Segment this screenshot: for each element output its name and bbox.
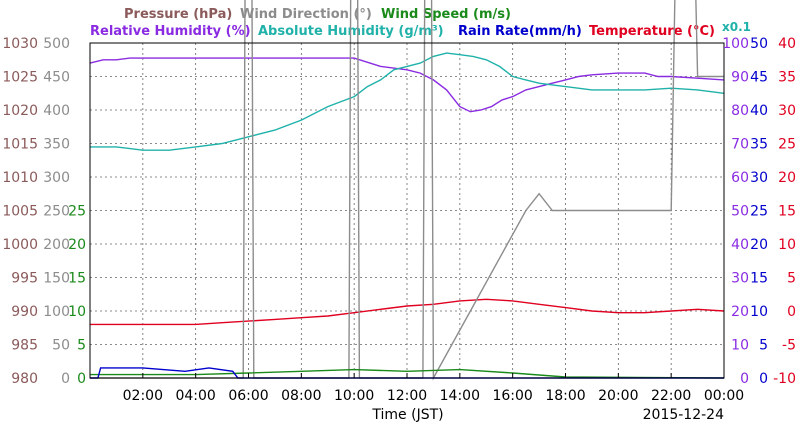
y-tick-wind-direction: 250 <box>43 204 70 220</box>
legend: Pressure (hPa) Wind Direction (°) Wind S… <box>90 7 751 39</box>
x-tick-label: 02:00 <box>123 388 163 404</box>
x-tick-label: 06:00 <box>228 388 268 404</box>
y-tick-wind-direction: 400 <box>43 103 70 119</box>
y-tick-relative-humidity: 0 <box>740 371 749 387</box>
y-tick-relative-humidity: 30 <box>731 271 749 287</box>
y-tick-temperature: 5 <box>787 271 796 287</box>
y-tick-relative-humidity: 90 <box>731 70 749 86</box>
legend-rain-rate: Rain Rate(mm/h) <box>458 24 582 39</box>
y-tick-wind-direction: 0 <box>61 371 70 387</box>
x-tick-label: 20:00 <box>598 388 638 404</box>
x-tick-label: 12:00 <box>387 388 427 404</box>
y-tick-wind-direction: 50 <box>52 338 70 354</box>
y-tick-temperature: -10 <box>773 371 796 387</box>
x-tick-label: 00:00 <box>704 388 744 404</box>
y-tick-pressure: 1025 <box>2 70 38 86</box>
series-line-rain-rate-mm-h <box>90 367 724 379</box>
y-tick-relative-humidity: 10 <box>731 338 749 354</box>
series-line-absolute-humidity-g-m <box>90 52 725 151</box>
y-tick-temperature: 15 <box>778 204 796 220</box>
x-tick-label: 18:00 <box>545 388 585 404</box>
y-tick-relative-humidity: 60 <box>731 170 749 186</box>
x-tick-label: 10:00 <box>334 388 374 404</box>
y-tick-wind-speed: 0 <box>77 371 86 387</box>
y-tick-pressure: 980 <box>11 371 38 387</box>
y-tick-pressure: 1030 <box>2 36 38 52</box>
y-axes: 1030102510201015101010051000995990985980… <box>2 36 796 387</box>
y-tick-relative-humidity: 70 <box>731 137 749 153</box>
legend-wind-direction: Wind Direction (°) <box>240 7 372 22</box>
series-line-temperature-c <box>90 298 725 326</box>
y-tick-rain-rate: 15 <box>750 271 768 287</box>
y-tick-wind-speed: 25 <box>68 204 86 220</box>
y-tick-rain-rate: 20 <box>750 237 768 253</box>
series-line-relative-humidity <box>89 57 725 113</box>
y-tick-pressure: 1005 <box>2 204 38 220</box>
y-tick-pressure: 995 <box>11 271 38 287</box>
date-label: 2015-12-24 <box>643 407 724 423</box>
x-tick-label: 08:00 <box>281 388 321 404</box>
y-tick-wind-direction: 350 <box>43 137 70 153</box>
y-tick-temperature: 25 <box>778 137 796 153</box>
y-tick-wind-speed: 15 <box>68 271 86 287</box>
y-tick-relative-humidity: 50 <box>731 204 749 220</box>
y-tick-pressure: 985 <box>11 338 38 354</box>
x-tick-label: 16:00 <box>492 388 532 404</box>
y-tick-temperature: 35 <box>778 70 796 86</box>
y-tick-rain-rate: 45 <box>750 70 768 86</box>
legend-scale-note: x0.1 <box>722 20 751 34</box>
y-tick-wind-direction: 200 <box>43 237 70 253</box>
x-axis: 02:00 04:00 06:00 08:00 10:00 12:00 14:00 16:00… <box>123 373 744 404</box>
y-tick-wind-speed: 10 <box>68 304 86 320</box>
y-tick-temperature: 0 <box>787 304 796 320</box>
y-tick-relative-humidity: 80 <box>731 103 749 119</box>
series-line-wind-speed-m-s <box>90 368 725 379</box>
y-tick-temperature: -5 <box>782 338 796 354</box>
plot-grid <box>90 43 724 378</box>
y-tick-pressure: 1000 <box>2 237 38 253</box>
legend-wind-speed: Wind Speed (m/s) <box>381 7 511 22</box>
y-tick-wind-direction: 450 <box>43 70 70 86</box>
y-tick-rain-rate: 25 <box>750 204 768 220</box>
legend-pressure: Pressure (hPa) <box>124 7 232 22</box>
legend-temperature: Temperature (°C) <box>589 24 715 39</box>
x-axis-label: Time (JST) <box>371 407 443 423</box>
y-tick-temperature: 10 <box>778 237 796 253</box>
x-tick-label: 04:00 <box>175 388 215 404</box>
y-tick-wind-direction: 500 <box>43 36 70 52</box>
y-tick-wind-direction: 100 <box>43 304 70 320</box>
y-tick-temperature: 40 <box>778 36 796 52</box>
y-tick-rain-rate: 40 <box>750 103 768 119</box>
y-tick-temperature: 30 <box>778 103 796 119</box>
y-tick-rain-rate: 30 <box>750 170 768 186</box>
y-tick-pressure: 1015 <box>2 137 38 153</box>
y-tick-rain-rate: 50 <box>750 36 768 52</box>
y-tick-rain-rate: 5 <box>759 338 768 354</box>
y-tick-relative-humidity: 20 <box>731 304 749 320</box>
y-tick-rain-rate: 10 <box>750 304 768 320</box>
legend-relative-humidity: Relative Humidity (%) <box>90 24 251 39</box>
y-tick-wind-speed: 5 <box>77 338 86 354</box>
y-tick-wind-direction: 150 <box>43 271 70 287</box>
x-tick-label: 22:00 <box>651 388 691 404</box>
y-tick-pressure: 990 <box>11 304 38 320</box>
y-tick-relative-humidity: 40 <box>731 237 749 253</box>
y-tick-wind-speed: 20 <box>68 237 86 253</box>
y-tick-pressure: 1010 <box>2 170 38 186</box>
y-tick-rain-rate: 35 <box>750 137 768 153</box>
y-tick-wind-direction: 300 <box>43 170 70 186</box>
y-tick-relative-humidity: 100 <box>722 36 749 52</box>
y-tick-temperature: 20 <box>778 170 796 186</box>
x-tick-label: 14:00 <box>440 388 480 404</box>
y-tick-pressure: 1020 <box>2 103 38 119</box>
y-tick-rain-rate: 0 <box>759 371 768 387</box>
